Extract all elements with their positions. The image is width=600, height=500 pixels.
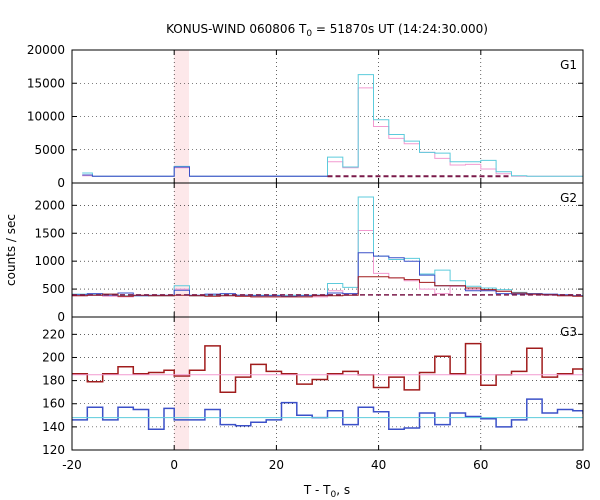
trigger-interval-band <box>174 317 190 450</box>
y-tick-label: 1500 <box>34 226 65 240</box>
y-tick-label: 20000 <box>27 43 65 57</box>
series-line-g3-1 <box>72 398 583 430</box>
chart-title-main: KONUS-WIND 060806 T <box>166 22 307 36</box>
y-tick-label: 1000 <box>34 254 65 268</box>
trigger-interval-band <box>174 183 190 317</box>
y-tick-label: 160 <box>42 397 65 411</box>
y-axis-label: counts / sec <box>4 214 18 286</box>
y-tick-label: 15000 <box>27 76 65 90</box>
x-axis-label-rest: , s <box>336 483 350 497</box>
chart-title-rest: = 51870s UT (14:24:30.000) <box>312 22 488 36</box>
x-axis-label-subscript: 0 <box>331 490 337 500</box>
series-line-g2-1 <box>72 196 583 297</box>
x-axis-label-main: T - T <box>303 483 331 497</box>
y-tick-label: 140 <box>42 420 65 434</box>
panel-label: G1 <box>560 58 577 72</box>
y-tick-label: 200 <box>42 350 65 364</box>
series-line-g1-1 <box>82 74 583 177</box>
x-tick-label: 60 <box>473 458 488 472</box>
x-tick-label: 0 <box>170 458 178 472</box>
panel-label: G2 <box>560 191 577 205</box>
y-tick-label: 2000 <box>34 198 65 212</box>
panel-g1: 0 5000 10000 15000 20000 G1 <box>27 43 584 190</box>
panel-series-group <box>72 342 583 430</box>
y-tick-label: 500 <box>42 282 65 296</box>
x-tick-label: 80 <box>575 458 590 472</box>
y-tick-label: 10000 <box>27 110 65 124</box>
chart-title-subscript: 0 <box>306 29 312 39</box>
y-tick-label: 5000 <box>34 143 65 157</box>
panel-series-group <box>82 74 583 178</box>
panel-g2: 0 500 1000 1500 2000 G2 <box>34 182 584 324</box>
x-tick-label: 20 <box>269 458 284 472</box>
trigger-interval-band <box>174 50 190 183</box>
y-tick-label: 120 <box>42 443 65 457</box>
x-tick-label: 40 <box>371 458 386 472</box>
series-line-g2-3 <box>72 276 583 298</box>
chart-title: KONUS-WIND 060806 T0 = 51870s UT (14:24:… <box>166 22 488 39</box>
x-axis-label: T - T0, s <box>303 483 350 500</box>
y-tick-label: 0 <box>57 310 65 324</box>
x-tick-label: -20 <box>62 458 82 472</box>
y-tick-label: 220 <box>42 327 65 341</box>
chart-panels: 05000100001500020000G10500100015002000G2… <box>27 43 591 472</box>
series-line-g1-2 <box>82 166 328 177</box>
y-tick-label: 0 <box>57 176 65 190</box>
series-line-g1-0 <box>82 87 583 177</box>
panel-series-group <box>72 196 583 298</box>
y-tick-label: 180 <box>42 374 65 388</box>
panel-g3: -20 0 20 40 60 80 120 140 160 180 200 220 G3 <box>42 316 591 472</box>
series-line-g3-0 <box>72 342 583 393</box>
panel-frame <box>71 316 584 451</box>
panel-label: G3 <box>560 325 577 339</box>
